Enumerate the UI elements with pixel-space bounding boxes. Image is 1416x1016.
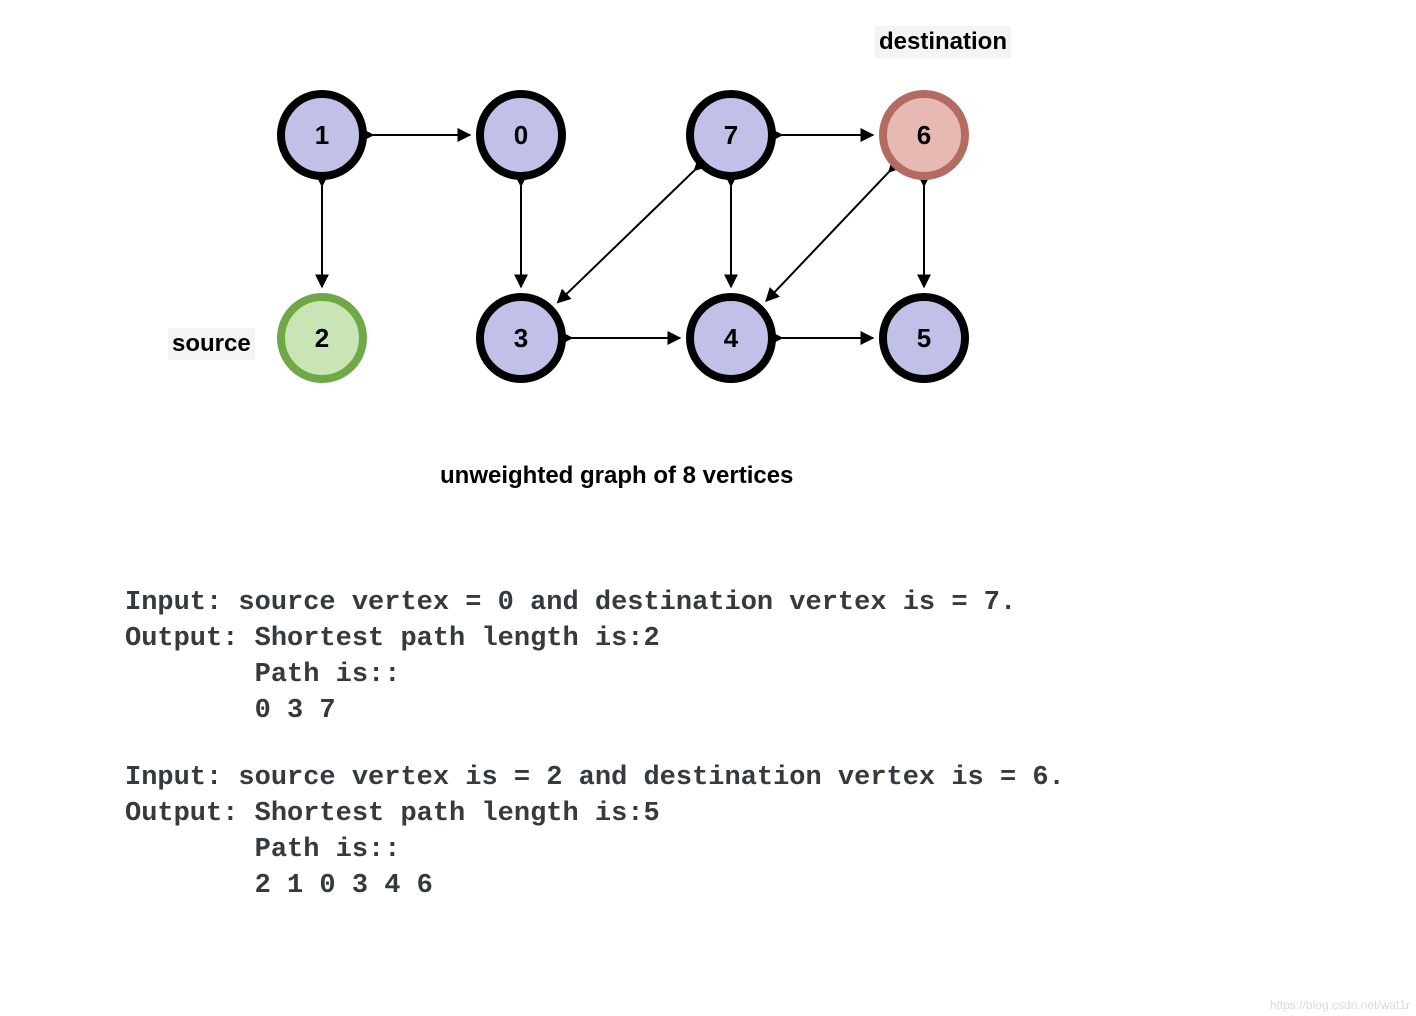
graph-edge <box>558 170 695 302</box>
graph-node-4: 4 <box>686 293 776 383</box>
graph-node-label: 2 <box>315 323 329 354</box>
graph-node-label: 5 <box>917 323 931 354</box>
graph-node-label: 1 <box>315 120 329 151</box>
graph-node-6: 6 <box>879 90 969 180</box>
graph-node-label: 4 <box>724 323 738 354</box>
graph-node-2: 2 <box>277 293 367 383</box>
graph-node-7: 7 <box>686 90 776 180</box>
graph-edge <box>766 172 889 301</box>
source-annotation: source <box>168 328 255 360</box>
graph-node-label: 3 <box>514 323 528 354</box>
io-example-1: Input: source vertex = 0 and destination… <box>125 585 1016 729</box>
graph-node-3: 3 <box>476 293 566 383</box>
figure-canvas: { "graph": { "type": "network", "caption… <box>0 0 1416 1016</box>
graph-node-0: 0 <box>476 90 566 180</box>
graph-node-1: 1 <box>277 90 367 180</box>
graph-node-label: 0 <box>514 120 528 151</box>
graph-node-5: 5 <box>879 293 969 383</box>
destination-annotation: destination <box>875 26 1011 58</box>
graph-node-label: 6 <box>917 120 931 151</box>
io-example-2: Input: source vertex is = 2 and destinat… <box>125 760 1065 904</box>
graph-caption: unweighted graph of 8 vertices <box>440 462 793 490</box>
watermark-text: https://blog.csdn.net/wat1r <box>1270 998 1410 1012</box>
graph-node-label: 7 <box>724 120 738 151</box>
